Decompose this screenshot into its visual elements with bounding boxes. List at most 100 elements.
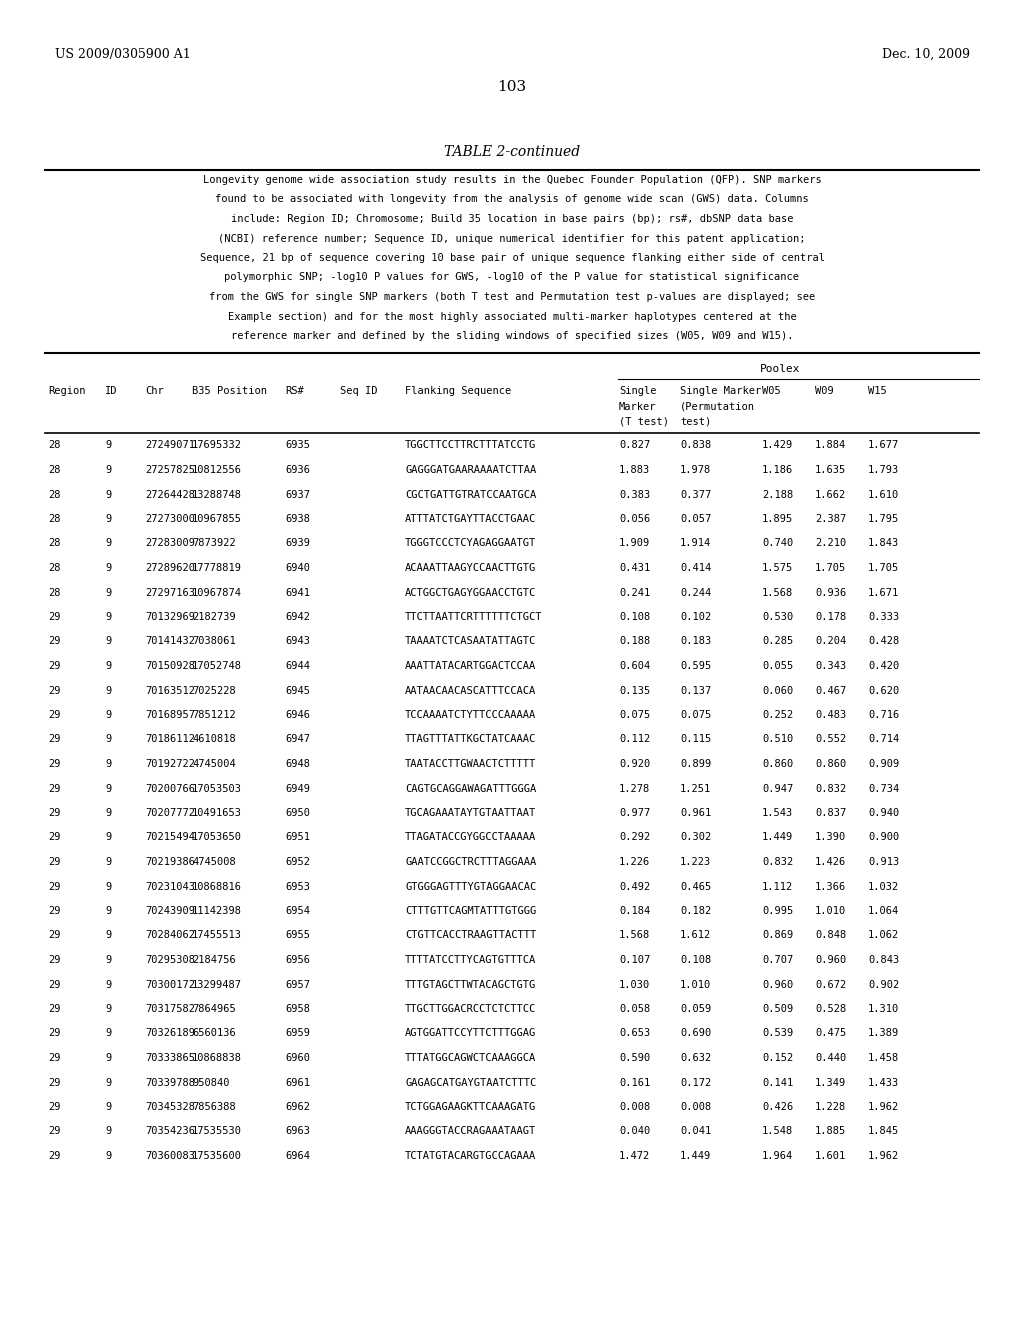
Text: 10967855: 10967855 (193, 513, 242, 524)
Text: 70243909: 70243909 (145, 906, 195, 916)
Text: 1.112: 1.112 (762, 882, 794, 891)
Text: 6956: 6956 (285, 954, 310, 965)
Text: 70132969: 70132969 (145, 612, 195, 622)
Text: 1.883: 1.883 (618, 465, 650, 475)
Text: 0.059: 0.059 (680, 1005, 712, 1014)
Text: 9: 9 (105, 710, 112, 719)
Text: 9: 9 (105, 441, 112, 450)
Text: US 2009/0305900 A1: US 2009/0305900 A1 (55, 48, 190, 61)
Text: 0.714: 0.714 (868, 734, 899, 744)
Text: 6957: 6957 (285, 979, 310, 990)
Text: RS#: RS# (285, 387, 304, 396)
Text: 1.449: 1.449 (762, 833, 794, 842)
Text: 0.244: 0.244 (680, 587, 712, 598)
Text: 950840: 950840 (193, 1077, 229, 1088)
Text: 6941: 6941 (285, 587, 310, 598)
Text: 2184756: 2184756 (193, 954, 236, 965)
Text: 1.010: 1.010 (680, 979, 712, 990)
Text: 9: 9 (105, 808, 112, 818)
Text: 7856388: 7856388 (193, 1102, 236, 1111)
Text: 0.178: 0.178 (815, 612, 846, 622)
Text: 0.827: 0.827 (618, 441, 650, 450)
Text: 29: 29 (48, 1102, 60, 1111)
Text: 0.075: 0.075 (618, 710, 650, 719)
Text: 0.188: 0.188 (618, 636, 650, 647)
Text: 0.008: 0.008 (618, 1102, 650, 1111)
Text: 7038061: 7038061 (193, 636, 236, 647)
Text: 1.635: 1.635 (815, 465, 846, 475)
Text: 0.060: 0.060 (762, 685, 794, 696)
Text: 70186112: 70186112 (145, 734, 195, 744)
Text: 0.483: 0.483 (815, 710, 846, 719)
Text: 28: 28 (48, 490, 60, 499)
Text: 28: 28 (48, 441, 60, 450)
Text: 0.420: 0.420 (868, 661, 899, 671)
Text: 70345328: 70345328 (145, 1102, 195, 1111)
Text: Poolex: Poolex (760, 364, 800, 375)
Text: 6935: 6935 (285, 441, 310, 450)
Text: 29: 29 (48, 759, 60, 770)
Text: 0.899: 0.899 (680, 759, 712, 770)
Text: 0.590: 0.590 (618, 1053, 650, 1063)
Text: 9: 9 (105, 759, 112, 770)
Text: 1.705: 1.705 (868, 564, 899, 573)
Text: test): test) (680, 417, 712, 426)
Text: Seq ID: Seq ID (340, 387, 378, 396)
Text: B35 Position: B35 Position (193, 387, 267, 396)
Text: 27257825: 27257825 (145, 465, 195, 475)
Text: 1.186: 1.186 (762, 465, 794, 475)
Text: Single: Single (618, 387, 656, 396)
Text: 0.530: 0.530 (762, 612, 794, 622)
Text: 1.251: 1.251 (680, 784, 712, 793)
Text: 1.793: 1.793 (868, 465, 899, 475)
Text: 1.705: 1.705 (815, 564, 846, 573)
Text: 6950: 6950 (285, 808, 310, 818)
Text: 6947: 6947 (285, 734, 310, 744)
Text: TTTGTAGCTTWTACAGCTGTG: TTTGTAGCTTWTACAGCTGTG (406, 979, 537, 990)
Text: 1.964: 1.964 (762, 1151, 794, 1162)
Text: 6940: 6940 (285, 564, 310, 573)
Text: 4745008: 4745008 (193, 857, 236, 867)
Text: ACTGGCTGAGYGGAACCTGTC: ACTGGCTGAGYGGAACCTGTC (406, 587, 537, 598)
Text: 29: 29 (48, 1077, 60, 1088)
Text: 1.449: 1.449 (680, 1151, 712, 1162)
Text: 28: 28 (48, 587, 60, 598)
Text: 2182739: 2182739 (193, 612, 236, 622)
Text: 70360083: 70360083 (145, 1151, 195, 1162)
Text: 0.832: 0.832 (762, 857, 794, 867)
Text: TTAGATACCGYGGCCTAAAAA: TTAGATACCGYGGCCTAAAAA (406, 833, 537, 842)
Text: 6948: 6948 (285, 759, 310, 770)
Text: 6937: 6937 (285, 490, 310, 499)
Text: 70333865: 70333865 (145, 1053, 195, 1063)
Text: 0.860: 0.860 (815, 759, 846, 770)
Text: 29: 29 (48, 1053, 60, 1063)
Text: 6954: 6954 (285, 906, 310, 916)
Text: 0.107: 0.107 (618, 954, 650, 965)
Text: 1.568: 1.568 (618, 931, 650, 940)
Text: 17052748: 17052748 (193, 661, 242, 671)
Text: 9: 9 (105, 734, 112, 744)
Text: 28: 28 (48, 465, 60, 475)
Text: 9: 9 (105, 587, 112, 598)
Text: 9: 9 (105, 1077, 112, 1088)
Text: 0.632: 0.632 (680, 1053, 712, 1063)
Text: 6944: 6944 (285, 661, 310, 671)
Text: 0.848: 0.848 (815, 931, 846, 940)
Text: 70163512: 70163512 (145, 685, 195, 696)
Text: 0.902: 0.902 (868, 979, 899, 990)
Text: 1.677: 1.677 (868, 441, 899, 450)
Text: 0.008: 0.008 (680, 1102, 712, 1111)
Text: 103: 103 (498, 81, 526, 94)
Text: 1.030: 1.030 (618, 979, 650, 990)
Text: 4610818: 4610818 (193, 734, 236, 744)
Text: 28: 28 (48, 564, 60, 573)
Text: 0.058: 0.058 (618, 1005, 650, 1014)
Text: 29: 29 (48, 685, 60, 696)
Text: found to be associated with longevity from the analysis of genome wide scan (GWS: found to be associated with longevity fr… (215, 194, 809, 205)
Text: AAATTATACARTGGACTCCAA: AAATTATACARTGGACTCCAA (406, 661, 537, 671)
Text: 1.429: 1.429 (762, 441, 794, 450)
Text: 0.075: 0.075 (680, 710, 712, 719)
Text: 0.112: 0.112 (618, 734, 650, 744)
Text: TTCTTAATTCRTTTTTTCTGCT: TTCTTAATTCRTTTTTTCTGCT (406, 612, 543, 622)
Text: 0.940: 0.940 (868, 808, 899, 818)
